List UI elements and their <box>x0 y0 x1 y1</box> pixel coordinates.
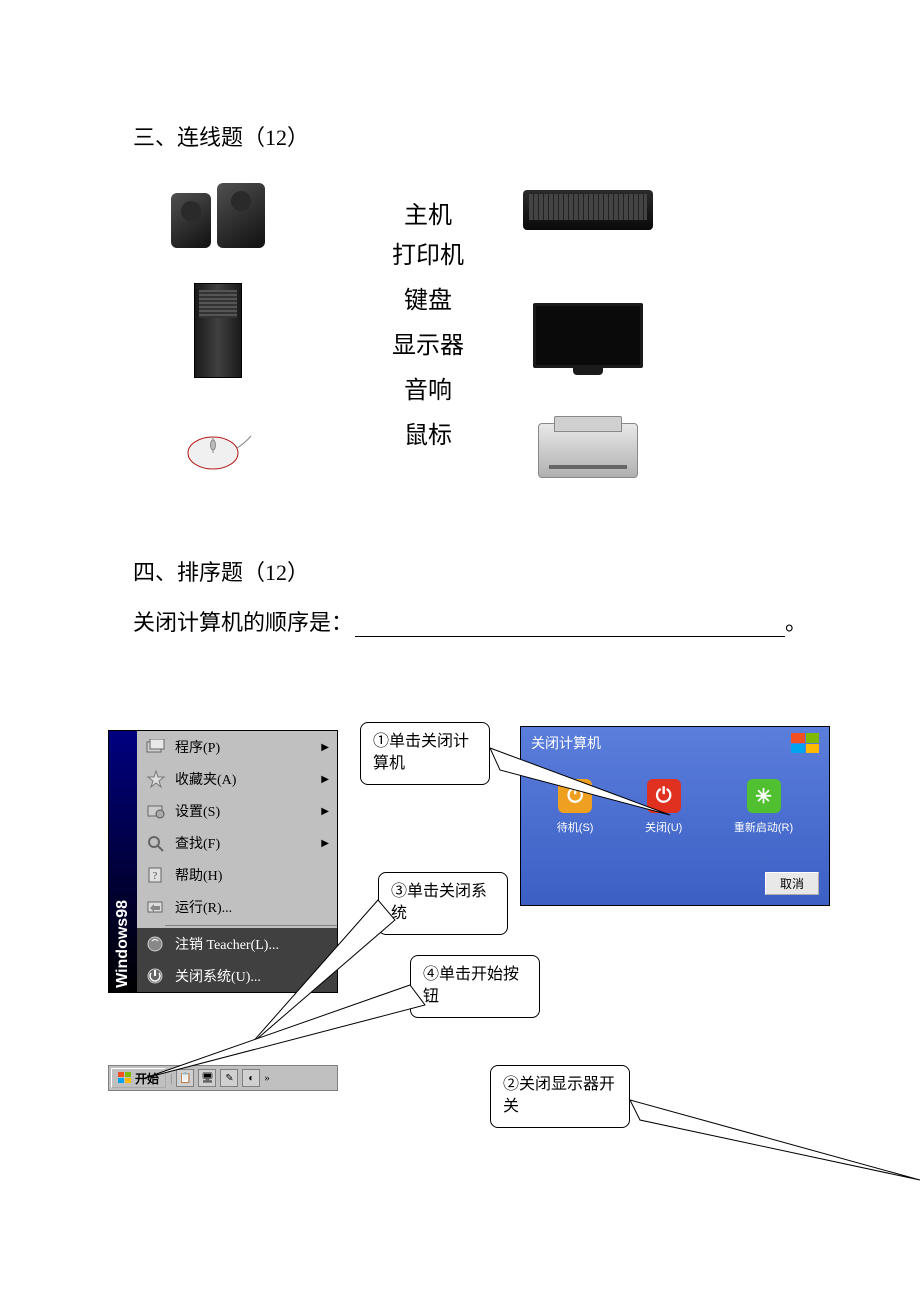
turnoff-icon: ⏻ <box>647 779 681 813</box>
section-4-prompt: 关闭计算机的顺序是： 。 <box>133 605 807 637</box>
submenu-arrow-icon: ▶ <box>321 838 329 849</box>
run-icon <box>145 897 167 917</box>
prompt-prefix: 关闭计算机的顺序是： <box>133 610 353 635</box>
menu-item-programs[interactable]: 程序(P) ▶ <box>137 731 337 763</box>
start-menu: Windows98 程序(P) ▶ 收藏夹(A) ▶ 设置(S) ▶ 查找(F) ▶ ?… <box>108 730 338 993</box>
match-label-mouse: 鼠标 <box>378 415 478 450</box>
submenu-arrow-icon: ▶ <box>321 774 329 785</box>
quicklaunch-icon-2[interactable]: 🖥 <box>198 1069 216 1087</box>
match-label-keyboard: 键盘 <box>378 280 478 315</box>
menu-label: 设置(S) <box>175 801 220 821</box>
menu-item-logoff[interactable]: 注销 Teacher(L)... <box>137 928 337 960</box>
printer-image <box>518 415 658 485</box>
menu-item-run[interactable]: 运行(R)... <box>137 891 337 923</box>
shutdown-options: ⏻ 待机(S) ⏻ 关闭(U) ✳ 重新启动(R) <box>521 779 829 835</box>
cancel-button[interactable]: 取消 <box>765 872 819 895</box>
submenu-arrow-icon: ▶ <box>321 806 329 817</box>
programs-icon <box>145 737 167 757</box>
standby-icon: ⏻ <box>558 779 592 813</box>
svg-text:?: ? <box>153 871 158 882</box>
section-4-title: 四、排序题（12） <box>133 555 309 587</box>
match-label-monitor: 显示器 <box>378 325 478 360</box>
speakers-image <box>158 180 278 250</box>
turnoff-button[interactable]: ⏻ 关闭(U) <box>645 779 682 835</box>
restart-button[interactable]: ✳ 重新启动(R) <box>734 779 793 835</box>
menu-label: 运行(R)... <box>175 897 232 917</box>
quicklaunch-more[interactable]: » <box>264 1072 270 1084</box>
taskbar-separator: | <box>170 1071 172 1086</box>
shutdown-dialog: 关闭计算机 ⏻ 待机(S) ⏻ 关闭(U) ✳ 重新启动(R) 取消 <box>520 726 830 906</box>
favorites-icon <box>145 769 167 789</box>
start-menu-items: 程序(P) ▶ 收藏夹(A) ▶ 设置(S) ▶ 查找(F) ▶ ? 帮助(H) 运行(… <box>137 731 337 992</box>
taskbar: 开始 | 📋 🖥 ✎ ◐ » <box>108 1065 338 1091</box>
match-label-printer: 打印机 <box>378 235 478 270</box>
help-icon: ? <box>145 865 167 885</box>
quicklaunch-icon-4[interactable]: ◐ <box>242 1069 260 1087</box>
callout-2: ②关闭显示器开关 <box>490 1065 630 1128</box>
standby-button[interactable]: ⏻ 待机(S) <box>557 779 594 835</box>
menu-item-settings[interactable]: 设置(S) ▶ <box>137 795 337 827</box>
callout-4: ④单击开始按钮 <box>410 955 540 1018</box>
menu-item-shutdown[interactable]: 关闭系统(U)... <box>137 960 337 992</box>
start-button[interactable]: 开始 <box>111 1068 166 1088</box>
start-menu-sidebar: Windows98 <box>109 731 137 992</box>
restart-icon: ✳ <box>747 779 781 813</box>
standby-label: 待机(S) <box>557 819 594 835</box>
windows-flag-icon <box>791 733 819 753</box>
menu-item-help[interactable]: ? 帮助(H) <box>137 859 337 891</box>
quicklaunch-icon-1[interactable]: 📋 <box>176 1069 194 1087</box>
menu-item-find[interactable]: 查找(F) ▶ <box>137 827 337 859</box>
menu-label: 关闭系统(U)... <box>175 966 261 986</box>
tower-image <box>168 280 268 380</box>
menu-label: 帮助(H) <box>175 865 222 885</box>
start-button-label: 开始 <box>135 1070 159 1087</box>
prompt-suffix: 。 <box>785 610 807 635</box>
restart-label: 重新启动(R) <box>734 819 793 835</box>
section-3-title: 三、连线题（12） <box>133 120 309 152</box>
menu-label: 查找(F) <box>175 833 220 853</box>
quicklaunch-icon-3[interactable]: ✎ <box>220 1069 238 1087</box>
menu-label: 注销 Teacher(L)... <box>175 934 279 954</box>
match-label-speaker: 音响 <box>378 370 478 405</box>
dialog-title: 关闭计算机 <box>531 733 601 753</box>
dialog-titlebar: 关闭计算机 <box>521 727 829 759</box>
monitor-image <box>518 295 658 375</box>
menu-item-favorites[interactable]: 收藏夹(A) ▶ <box>137 763 337 795</box>
callout-3: ③单击关闭系统 <box>378 872 508 935</box>
answer-blank[interactable] <box>355 636 785 637</box>
submenu-arrow-icon: ▶ <box>321 742 329 753</box>
match-label-host: 主机 <box>378 195 478 230</box>
mouse-image <box>158 420 278 480</box>
menu-separator <box>165 925 337 926</box>
callout-1: ①单击关闭计算机 <box>360 722 490 785</box>
find-icon <box>145 833 167 853</box>
turnoff-label: 关闭(U) <box>645 819 682 835</box>
menu-label: 程序(P) <box>175 737 220 757</box>
menu-label: 收藏夹(A) <box>175 769 236 789</box>
logoff-icon <box>145 934 167 954</box>
keyboard-image <box>518 185 658 235</box>
settings-icon <box>145 801 167 821</box>
shutdown-icon <box>145 966 167 986</box>
